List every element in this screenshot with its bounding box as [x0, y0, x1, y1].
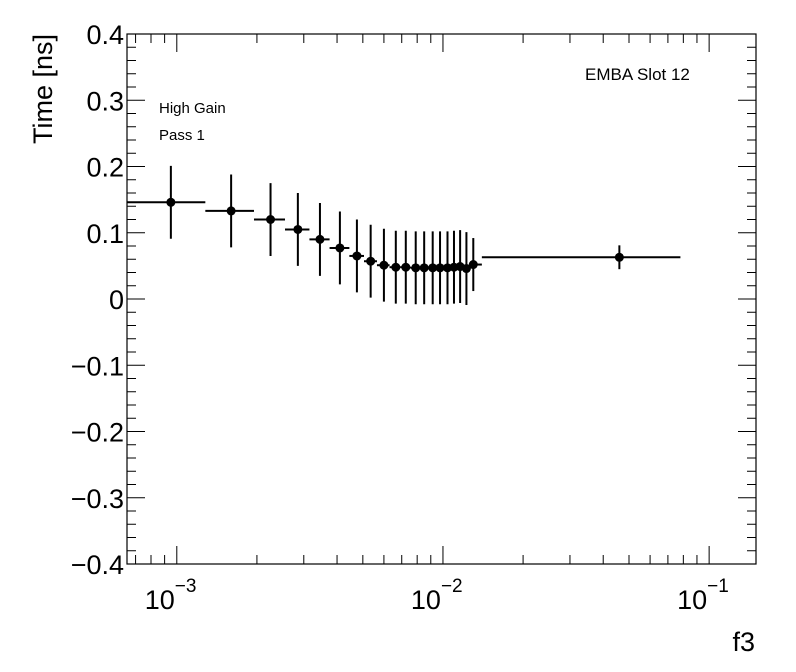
data-point-group: [285, 193, 310, 266]
data-point-group: [400, 230, 411, 304]
data-point: [335, 243, 345, 253]
x-tick-label: 10: [145, 585, 175, 615]
data-point-group: [389, 230, 401, 304]
y-tick-labels: 0.4 0.3 0.2 0.1 0 −0.1 −0.2 −0.3 −0.4: [71, 20, 124, 580]
data-point: [614, 252, 624, 262]
data-point: [166, 197, 176, 207]
data-point-group: [363, 224, 377, 298]
x-tick-label-exponent: −2: [441, 576, 463, 597]
x-tick-labels: 10 −3 10 −2 10 −1: [145, 576, 729, 615]
data-point-group: [419, 231, 429, 305]
data-point-group: [309, 202, 330, 276]
y-tick-label: 0: [109, 285, 124, 315]
pass-annotation: Pass 1: [159, 127, 205, 144]
data-point: [428, 263, 438, 273]
data-point: [391, 262, 401, 272]
data-point: [468, 260, 478, 270]
y-tick-label: 0.2: [86, 153, 124, 183]
data-point-group: [253, 183, 286, 256]
data-point: [266, 215, 276, 224]
x-tick-label-exponent: −3: [175, 576, 197, 597]
data-point: [293, 224, 303, 234]
data-point: [352, 251, 362, 261]
data-point-group: [376, 228, 390, 302]
data-point: [226, 206, 236, 216]
x-tick-label: 10: [411, 585, 441, 615]
y-tick-label: −0.2: [71, 418, 124, 448]
x-axis-label: f3: [732, 627, 755, 657]
data-point: [379, 260, 389, 270]
data-point: [401, 262, 411, 272]
data-point-group: [127, 165, 206, 239]
data-point: [435, 263, 445, 273]
data-point-group: [461, 232, 471, 305]
data-point-group: [349, 219, 364, 293]
y-tick-label: −0.1: [71, 351, 124, 381]
gain-annotation: High Gain: [159, 100, 226, 117]
data-point-group: [428, 231, 438, 305]
data-point-group: [410, 231, 421, 305]
y-tick-label: 0.4: [86, 20, 124, 50]
y-tick-label: 0.1: [86, 219, 124, 249]
data-point: [315, 234, 325, 244]
data-point-group: [435, 231, 445, 305]
x-tick-label-exponent: −1: [707, 576, 729, 597]
plot-frame: [126, 33, 757, 565]
y-tick-label: −0.3: [71, 484, 124, 514]
data-point: [461, 264, 471, 274]
data-point: [442, 263, 452, 273]
data-point-group: [329, 211, 350, 285]
x-tick-label: 10: [677, 585, 707, 615]
data-point: [419, 263, 429, 273]
data-point-group: [481, 245, 681, 270]
y-axis-label: Time [ns]: [28, 34, 58, 144]
y-tick-label: −0.4: [71, 550, 124, 580]
data-point: [366, 256, 376, 266]
data-point-group: [468, 238, 482, 292]
data-point-group: [205, 174, 254, 248]
slot-annotation: EMBA Slot 12: [585, 65, 690, 84]
data-series: [127, 165, 681, 305]
data-point: [411, 263, 421, 273]
y-tick-label: 0.3: [86, 86, 124, 116]
